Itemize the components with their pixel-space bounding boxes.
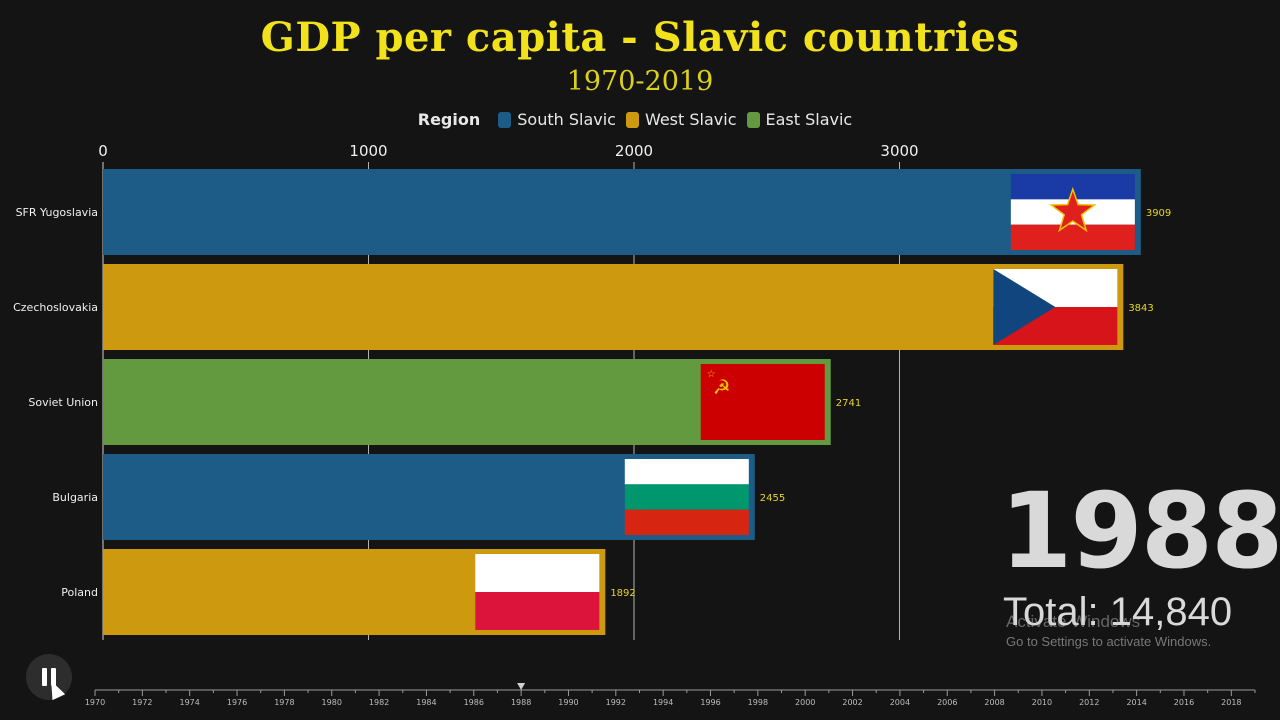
timeline-label: 1998 [748,698,768,707]
chart-subtitle: 1970-2019 [566,66,714,97]
category-label: Soviet Union [28,396,98,409]
timeline-label: 1996 [700,698,720,707]
timeline-label: 2006 [937,698,957,707]
timeline-label: 2002 [842,698,862,707]
flag-stripe [475,592,600,630]
category-label: SFR Yugoslavia [16,206,98,219]
watermark-line2: Go to Settings to activate Windows. [1006,634,1212,649]
flag-stripe [624,484,749,510]
pause-button[interactable] [26,654,72,700]
category-label: Poland [61,586,98,599]
timeline-label: 1974 [180,698,200,707]
legend-label: West Slavic [644,110,737,129]
flag-stripe [624,509,749,535]
timeline-label: 2018 [1221,698,1241,707]
legend-swatch [498,111,512,128]
legend-title: Region [417,110,481,129]
value-label: 3909 [1146,208,1171,219]
total-label: Total: 14,840 [1003,590,1233,634]
timeline-label: 1976 [227,698,247,707]
pause-icon-bar [51,668,56,686]
pause-icon [42,668,47,686]
timeline-label: 1982 [369,698,389,707]
x-tick-label: 1000 [349,142,387,160]
bar [103,264,1124,350]
legend-swatch [625,111,639,128]
flag-triangle [993,269,1056,345]
legend: Region South Slavic West Slavic East Sla… [0,110,1280,129]
timeline-label: 1984 [416,698,436,707]
flag-field [700,364,825,440]
x-tick-label: 3000 [880,142,918,160]
timeline-label: 2004 [890,698,910,707]
flag-stripe [475,554,600,592]
category-label: Czechoslovakia [13,301,98,314]
timeline-label: 2010 [1032,698,1052,707]
legend-label: East Slavic [765,110,853,129]
category-label: Bulgaria [52,491,98,504]
value-label: 1892 [610,588,635,599]
flag-stripe [1010,224,1135,250]
timeline-handle[interactable] [517,683,526,690]
value-label: 3843 [1128,303,1153,314]
timeline-label: 1986 [464,698,484,707]
bar [103,169,1141,255]
timeline-label: 1988 [511,698,531,707]
star-icon: ☆ [707,369,716,380]
legend-item-east-slavic[interactable]: East Slavic [746,110,853,129]
timeline-label: 1992 [606,698,626,707]
legend-label: South Slavic [517,110,616,129]
timeline-label: 1994 [653,698,673,707]
timeline-label: 2016 [1174,698,1194,707]
legend-item-west-slavic[interactable]: West Slavic [625,110,737,129]
chart-title: GDP per capita - Slavic countries [260,14,1020,61]
legend-item-south-slavic[interactable]: South Slavic [498,110,616,129]
x-tick-label: 0 [98,142,108,160]
timeline-label: 1990 [558,698,578,707]
legend-swatch [746,111,760,128]
hammer-sickle-icon: ☭ [713,375,731,399]
timeline-label: 2012 [1079,698,1099,707]
star-icon [1049,186,1097,233]
timeline-label: 2000 [795,698,815,707]
timeline-label: 2008 [984,698,1004,707]
timeline-label: 1980 [322,698,342,707]
timeline-label: 1978 [274,698,294,707]
flag-stripe [624,459,749,485]
timeline-label: 1970 [85,698,105,707]
value-label: 2741 [836,398,861,409]
value-label: 2455 [760,493,785,504]
timeline-label: 1972 [132,698,152,707]
timeline-label: 2014 [1126,698,1146,707]
current-year: 1988 [1000,470,1280,592]
watermark-line1: Activate Windows [1006,612,1141,631]
x-tick-label: 2000 [615,142,653,160]
